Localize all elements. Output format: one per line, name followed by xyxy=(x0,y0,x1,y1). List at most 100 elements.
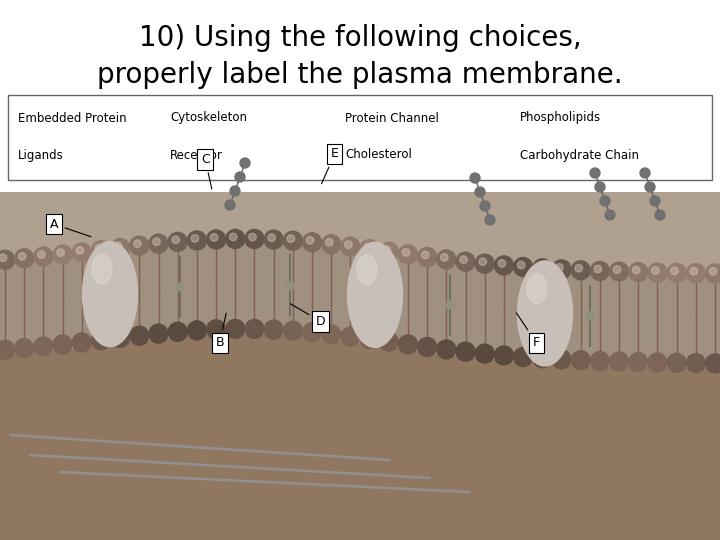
Circle shape xyxy=(284,231,302,250)
Circle shape xyxy=(130,236,149,255)
Circle shape xyxy=(667,353,686,373)
Circle shape xyxy=(111,239,130,258)
Circle shape xyxy=(456,252,475,271)
Circle shape xyxy=(248,233,256,241)
Circle shape xyxy=(287,235,294,242)
Text: E: E xyxy=(322,147,338,184)
Circle shape xyxy=(379,332,398,351)
Circle shape xyxy=(230,186,240,196)
Text: Protein Channel: Protein Channel xyxy=(345,111,439,125)
Circle shape xyxy=(709,268,717,275)
Text: Cytoskeleton: Cytoskeleton xyxy=(170,111,247,125)
Circle shape xyxy=(446,301,454,309)
Text: Carbohydrate Chain: Carbohydrate Chain xyxy=(520,148,639,161)
Circle shape xyxy=(34,247,53,266)
Circle shape xyxy=(168,322,187,341)
Circle shape xyxy=(225,200,235,210)
Circle shape xyxy=(191,234,199,242)
Circle shape xyxy=(498,260,505,267)
Circle shape xyxy=(556,264,563,271)
Text: D: D xyxy=(290,304,325,328)
Ellipse shape xyxy=(527,273,547,303)
Circle shape xyxy=(418,247,436,266)
Circle shape xyxy=(513,258,533,276)
Circle shape xyxy=(706,264,720,283)
Circle shape xyxy=(341,237,360,256)
Circle shape xyxy=(460,256,467,264)
Circle shape xyxy=(600,196,610,206)
Circle shape xyxy=(0,340,14,359)
Circle shape xyxy=(235,172,245,182)
Text: A: A xyxy=(50,218,91,237)
Circle shape xyxy=(360,240,379,259)
Circle shape xyxy=(485,215,495,225)
Circle shape xyxy=(398,335,418,354)
Circle shape xyxy=(533,349,552,368)
Circle shape xyxy=(667,264,686,282)
Circle shape xyxy=(594,265,602,273)
Circle shape xyxy=(37,251,45,258)
Circle shape xyxy=(302,233,322,252)
Circle shape xyxy=(613,266,621,273)
FancyBboxPatch shape xyxy=(0,192,720,540)
Circle shape xyxy=(341,327,360,346)
Circle shape xyxy=(57,249,64,256)
Circle shape xyxy=(575,265,582,272)
Circle shape xyxy=(629,262,648,281)
Circle shape xyxy=(480,201,490,211)
Circle shape xyxy=(53,245,72,264)
Text: properly label the plasma membrane.: properly label the plasma membrane. xyxy=(97,61,623,89)
Text: Embedded Protein: Embedded Protein xyxy=(18,111,127,125)
Text: Ligands: Ligands xyxy=(18,148,64,161)
Circle shape xyxy=(72,243,91,262)
Text: 10) Using the following choices,: 10) Using the following choices, xyxy=(139,24,581,52)
Circle shape xyxy=(149,234,168,253)
Circle shape xyxy=(187,321,207,340)
Circle shape xyxy=(187,231,207,250)
Ellipse shape xyxy=(518,261,572,366)
Circle shape xyxy=(536,262,544,270)
Circle shape xyxy=(605,210,615,220)
Circle shape xyxy=(590,168,600,178)
Circle shape xyxy=(149,324,168,343)
Circle shape xyxy=(690,267,698,275)
Circle shape xyxy=(437,340,456,359)
Circle shape xyxy=(207,320,225,339)
Circle shape xyxy=(379,242,398,261)
Circle shape xyxy=(629,353,648,372)
Circle shape xyxy=(111,328,130,347)
Circle shape xyxy=(264,230,283,249)
Circle shape xyxy=(76,247,84,254)
Circle shape xyxy=(91,241,110,260)
Circle shape xyxy=(495,256,513,275)
Circle shape xyxy=(264,320,283,339)
Circle shape xyxy=(632,266,640,274)
Circle shape xyxy=(586,312,594,320)
Circle shape xyxy=(72,333,91,352)
Circle shape xyxy=(648,263,667,282)
Circle shape xyxy=(172,236,179,244)
Circle shape xyxy=(133,240,141,247)
Circle shape xyxy=(590,352,609,370)
Circle shape xyxy=(513,347,533,367)
Text: F: F xyxy=(516,313,540,349)
Circle shape xyxy=(456,342,475,361)
Circle shape xyxy=(91,330,110,350)
Circle shape xyxy=(590,261,609,280)
Circle shape xyxy=(475,254,494,273)
FancyBboxPatch shape xyxy=(8,95,712,180)
Circle shape xyxy=(571,261,590,280)
Circle shape xyxy=(610,262,629,281)
PathPatch shape xyxy=(0,239,720,363)
Circle shape xyxy=(398,245,418,264)
Circle shape xyxy=(650,196,660,206)
Text: Phospholipids: Phospholipids xyxy=(520,111,601,125)
Ellipse shape xyxy=(357,255,377,285)
Circle shape xyxy=(53,335,72,354)
Circle shape xyxy=(0,250,14,269)
Circle shape xyxy=(240,158,250,168)
Circle shape xyxy=(470,173,480,183)
Circle shape xyxy=(322,325,341,344)
Circle shape xyxy=(495,346,513,365)
Circle shape xyxy=(306,237,314,244)
